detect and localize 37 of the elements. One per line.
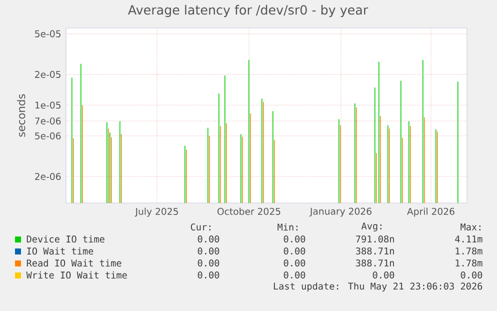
chart-title: Average latency for /dev/sr0 - by year (128, 4, 368, 18)
text: 0.00 (198, 259, 220, 267)
text: 4.11m (455, 236, 482, 242)
text: Min: (278, 223, 298, 231)
text: 388.71n (356, 259, 394, 267)
x-tick-label: April 2026 (407, 208, 454, 217)
x-tick-label: October 2025 (217, 208, 280, 215)
text: Avg: (361, 222, 382, 232)
legend-label: Device IO time (26, 235, 104, 243)
text: 0.00 (284, 259, 306, 267)
y-tick-label: 2e-06 (35, 172, 61, 180)
y-axis-title: seconds (16, 94, 26, 137)
x-tick-label: January 2026 (309, 208, 372, 217)
legend-label: Write IO Wait time (26, 271, 127, 279)
text: 1.78m (456, 247, 482, 255)
x-tick-label: July 2025 (134, 208, 178, 217)
text: 0.00 (198, 247, 220, 255)
y-tick-label: 7e-06 (35, 117, 61, 124)
y-tick-label: 5e-06 (35, 132, 61, 140)
text: Max: (460, 224, 480, 230)
text: 791.08n (356, 235, 394, 243)
legend-label: IO Wait time (27, 247, 94, 255)
text: 0.00 (372, 271, 394, 279)
text: Last update: Thu May 21 23:06:03 2026 (274, 282, 482, 292)
text: 388.71n (356, 247, 394, 255)
text: 0.00 (198, 235, 220, 243)
text: 0.00 (284, 235, 306, 243)
text: 1.78m (456, 259, 482, 267)
text: 0.00 (284, 247, 306, 255)
legend-label: Read IO Wait time (26, 259, 122, 267)
y-tick-label: 5e-05 (35, 30, 60, 38)
y-tick-label: 2e-05 (35, 70, 60, 78)
text: Cur: (190, 223, 210, 231)
text: 0.00 (460, 271, 482, 279)
y-tick-label: 1e-05 (35, 102, 60, 109)
text: 0.00 (198, 271, 220, 279)
text: 0.00 (284, 271, 306, 279)
